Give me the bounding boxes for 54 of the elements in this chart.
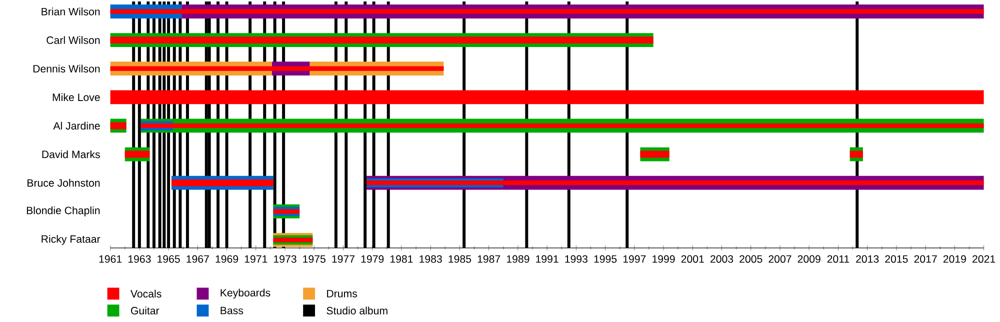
bar <box>171 179 274 186</box>
x-tick-label: 2011 <box>827 255 850 263</box>
x-tick-label: 1969 <box>216 255 238 263</box>
x-tick-label: 1961 <box>99 255 122 263</box>
x-tick-label: 1983 <box>420 255 442 263</box>
legend-label: Drums <box>327 290 358 298</box>
legend-label: Vocals <box>130 290 162 298</box>
y-tick-label: Bruce Johnston <box>28 178 100 186</box>
y-tick-label: Carl Wilson <box>46 36 100 44</box>
y-tick-label: Dennis Wilson <box>33 64 100 72</box>
x-tick-label: 2005 <box>740 255 762 263</box>
x-tick-label: 1963 <box>128 255 151 263</box>
bar <box>110 8 984 14</box>
x-tick-label: 2001 <box>681 255 704 263</box>
x-tick-label: 1977 <box>332 255 354 263</box>
bar <box>140 123 984 128</box>
x-tick-label: 2009 <box>798 255 820 263</box>
x-tick-label: 1975 <box>303 255 326 263</box>
x-tick-label: 2017 <box>914 255 937 263</box>
y-tick-label: Al Jardine <box>53 122 100 130</box>
x-tick-label: 1967 <box>186 255 209 263</box>
x-tick-label: 1995 <box>594 255 617 263</box>
bar <box>366 180 984 185</box>
x-tick-label: 1987 <box>478 255 500 263</box>
x-tick-label: 1965 <box>158 255 180 263</box>
y-tick-label: Brian Wilson <box>42 7 100 16</box>
x-tick-label: 1973 <box>274 255 296 263</box>
x-tick-label: 2007 <box>768 255 792 263</box>
bar <box>850 150 863 158</box>
x-tick-label: 1991 <box>536 255 558 263</box>
bar <box>124 150 150 158</box>
x-tick-label: 2015 <box>885 255 908 263</box>
x-tick-label: 1989 <box>506 255 530 263</box>
x-tick-label: 2021 <box>972 255 996 263</box>
x-tick-label: 2003 <box>710 255 734 263</box>
legend-label: Bass <box>220 306 244 314</box>
x-tick-label: 1985 <box>448 255 472 263</box>
x-tick-label: 1993 <box>565 255 588 263</box>
bar <box>110 36 654 44</box>
x-tick-label: 1997 <box>623 255 646 263</box>
y-tick-label: Mike Love <box>52 93 100 101</box>
x-tick-label: 1999 <box>652 255 675 263</box>
x-tick-label: 2013 <box>856 255 879 263</box>
bar <box>110 122 126 129</box>
x-tick-label: 1979 <box>361 255 384 263</box>
legend-label: Guitar <box>130 306 160 314</box>
y-tick-label: David Marks <box>42 150 100 158</box>
legend-label: Keyboards <box>220 288 270 298</box>
x-tick-label: 1981 <box>390 255 413 263</box>
y-tick-label: Blondie Chaplin <box>26 206 100 216</box>
legend-label: Studio album <box>326 306 388 314</box>
y-tick-label: Ricky Fataar <box>42 234 100 245</box>
x-tick-label: 2019 <box>943 255 966 263</box>
x-tick-label: 1971 <box>244 255 268 263</box>
